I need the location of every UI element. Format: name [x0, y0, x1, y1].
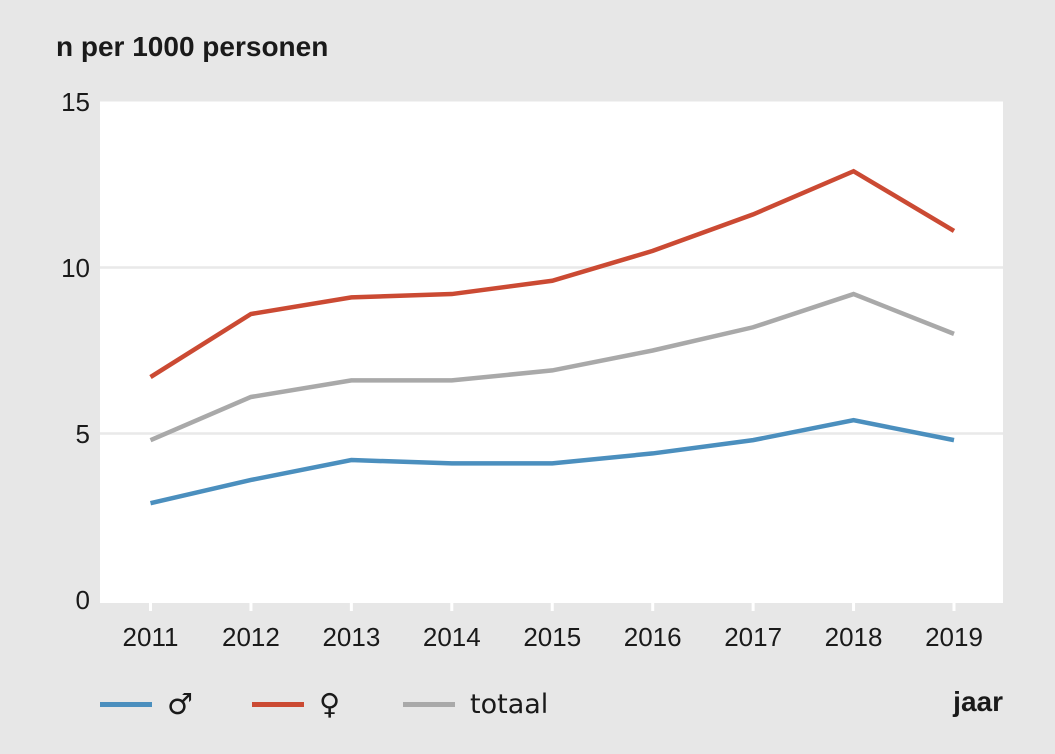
series-line-totaal	[149, 291, 955, 443]
x-axis-tick-label-2019: 2019	[925, 622, 983, 652]
x-axis-tick-label-2014: 2014	[422, 622, 481, 652]
legend-item-total: totaal	[403, 684, 548, 724]
female-symbol: ♀	[319, 686, 341, 721]
x-axis-tick-label-2013: 2013	[322, 622, 381, 652]
chart-title: n per 1000 personen	[56, 31, 329, 62]
series-line-mannen	[149, 417, 955, 506]
series-line-vrouwen	[149, 168, 956, 379]
x-axis-tick-label-2016: 2016	[623, 622, 682, 652]
x-axis-title: jaar	[953, 686, 1003, 717]
plot-background	[100, 101, 1003, 603]
x-axis-tick-label-2012: 2012	[222, 622, 280, 652]
legend-label-total: totaal	[470, 688, 549, 720]
legend-swatch-male-line	[100, 701, 152, 707]
y-axis-tick-label-10: 10	[61, 252, 90, 283]
legend-swatch-total-line	[403, 701, 455, 707]
y-axis-tick-label-5: 5	[75, 418, 90, 449]
y-axis-tick-label-0: 0	[75, 584, 90, 615]
x-axis-tick-label-2017: 2017	[724, 622, 783, 652]
y-axis-tick-label-15: 15	[61, 86, 90, 117]
male-symbol: ♂	[167, 686, 193, 721]
legend-item-male: ♂	[100, 684, 193, 724]
legend-item-female: ♀	[252, 684, 340, 724]
x-axis-tick-label-2015: 2015	[523, 622, 582, 652]
legend-swatch-female-line	[252, 701, 304, 707]
x-axis-tick-label-2011: 2011	[122, 622, 179, 652]
x-axis-tick-label-2018: 2018	[824, 622, 883, 652]
